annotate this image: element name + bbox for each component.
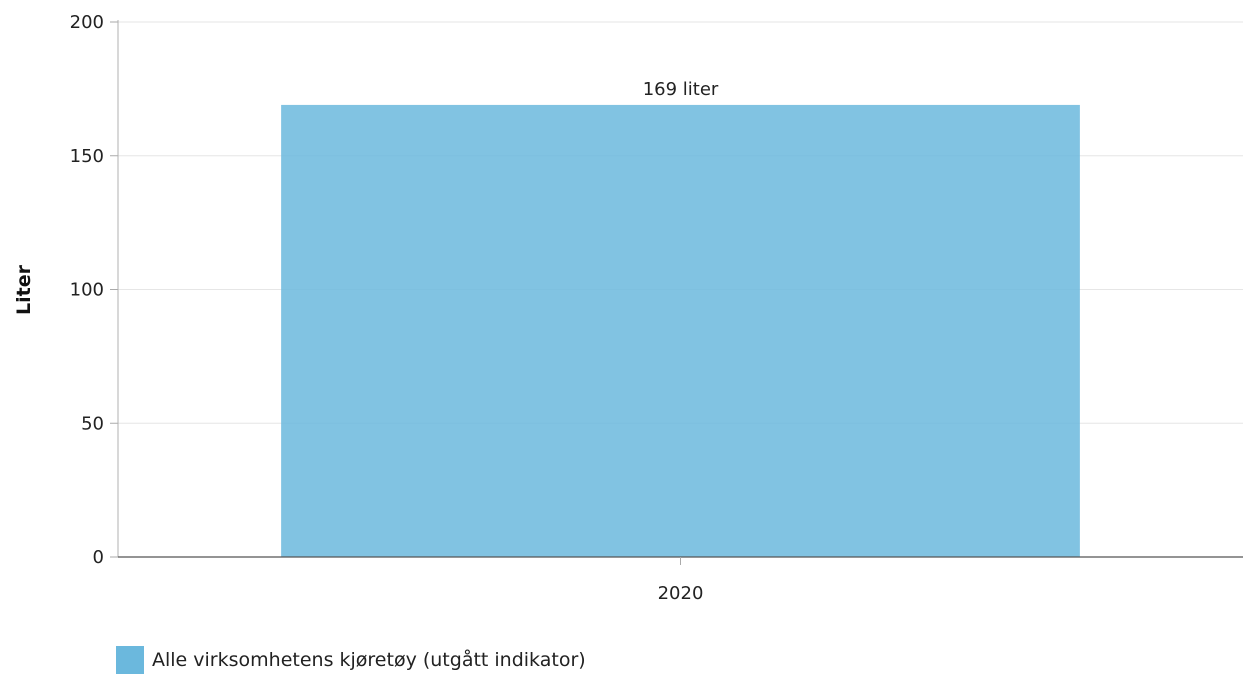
tick-labels: 0 50 100 150 200 2020 bbox=[70, 12, 704, 604]
legend-swatch bbox=[116, 646, 144, 674]
y-tick-label-100: 100 bbox=[70, 280, 104, 301]
x-tick-label-2020: 2020 bbox=[658, 583, 704, 604]
y-tick-label-200: 200 bbox=[70, 12, 104, 33]
y-tick-label-150: 150 bbox=[70, 146, 104, 167]
y-tick-label-0: 0 bbox=[93, 547, 104, 568]
bar-2020 bbox=[281, 104, 1080, 558]
data-labels: 169 liter bbox=[643, 79, 719, 100]
y-tick-label-50: 50 bbox=[81, 413, 104, 434]
bar-chart: 0 50 100 150 200 2020 169 liter Liter bbox=[13, 12, 1243, 604]
bars bbox=[281, 104, 1080, 558]
legend: Alle virksomhetens kjøretøy (utgått indi… bbox=[116, 646, 586, 674]
y-axis-title: Liter bbox=[13, 264, 35, 315]
axes bbox=[110, 20, 1243, 565]
data-label-2020: 169 liter bbox=[643, 79, 719, 100]
legend-label: Alle virksomhetens kjøretøy (utgått indi… bbox=[152, 649, 586, 671]
